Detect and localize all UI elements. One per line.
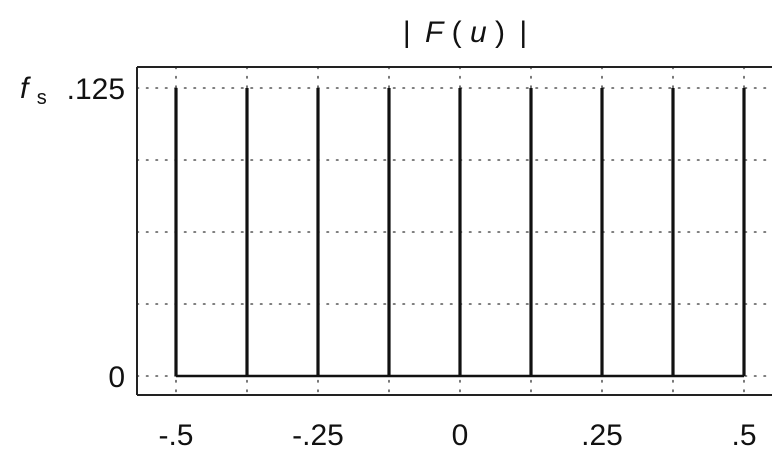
y-tick-label-1: .125 bbox=[67, 73, 125, 106]
y-axis-label-subscript: s bbox=[37, 87, 47, 109]
title-function: F bbox=[425, 16, 445, 49]
title-open-paren: ( bbox=[452, 16, 462, 49]
y-axis-label-symbol: f bbox=[20, 72, 31, 105]
title-left-bar: | bbox=[403, 16, 411, 49]
x-tick-label-2: 0 bbox=[452, 419, 469, 450]
stem-layer bbox=[174, 88, 746, 378]
y-tick-label-0: 0 bbox=[108, 361, 125, 394]
x-tick-label-1: -.25 bbox=[292, 419, 344, 450]
grid-layer bbox=[136, 66, 772, 396]
plot-frame bbox=[136, 66, 772, 396]
title-right-bar: | bbox=[519, 16, 527, 49]
x-tick-label-3: .25 bbox=[581, 419, 623, 450]
x-tick-label-0: -.5 bbox=[158, 419, 193, 450]
x-tick-label-4: .5 bbox=[731, 419, 756, 450]
chart-title: | F ( u ) | bbox=[403, 16, 527, 49]
title-close-paren: ) bbox=[495, 16, 505, 49]
tick-label-layer: -.5 -.25 0 .25 .5 0 .125 bbox=[67, 73, 757, 452]
title-variable: u bbox=[470, 16, 487, 49]
y-axis-label: f s bbox=[20, 72, 47, 109]
